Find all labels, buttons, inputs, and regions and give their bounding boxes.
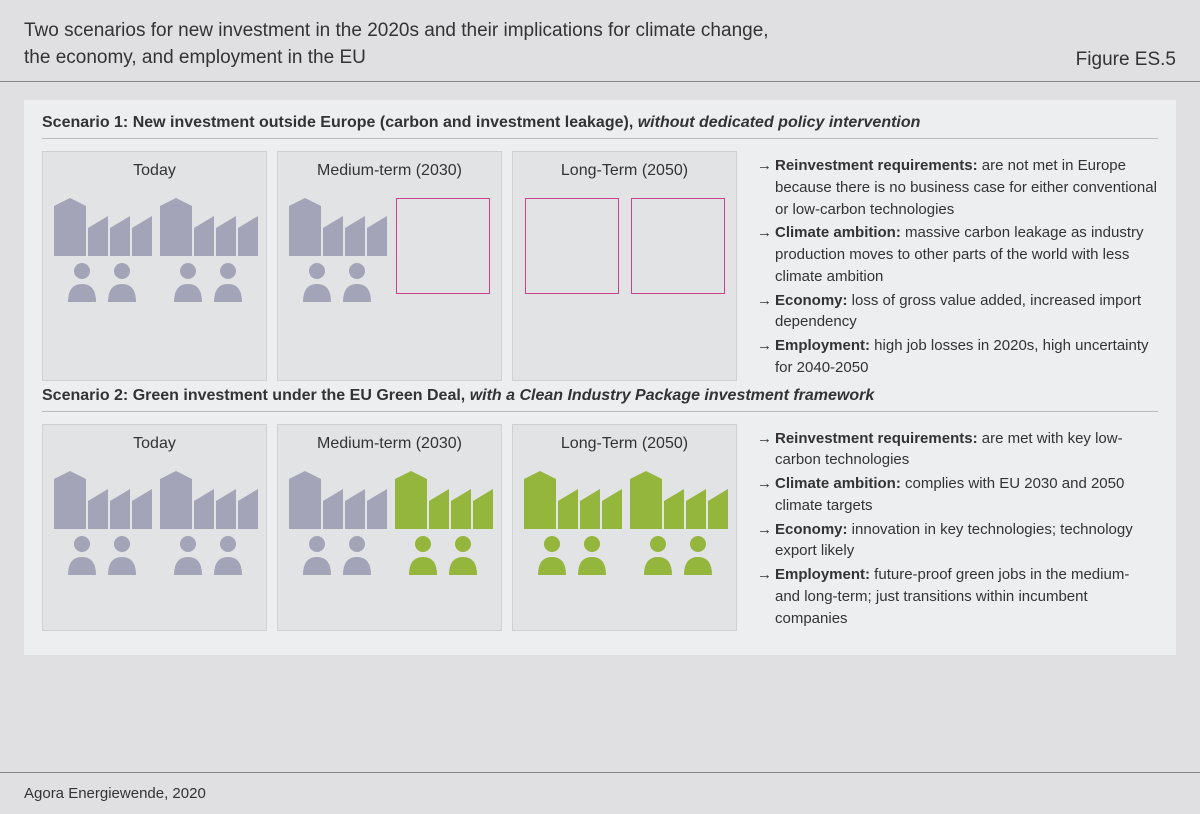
- title-line-2: the economy, and employment in the EU: [24, 45, 769, 72]
- bullet-text: Employment: high job losses in 2020s, hi…: [775, 335, 1158, 379]
- bullet-item: → Climate ambition: complies with EU 203…: [757, 473, 1158, 517]
- bullet-text: Reinvestment requirements: are not met i…: [775, 155, 1158, 220]
- scenario-1-cards: Today Medium-term (2030): [42, 151, 737, 381]
- arrow-icon: →: [757, 222, 775, 287]
- bullet-text: Climate ambition: massive carbon leakage…: [775, 222, 1158, 287]
- card-label: Medium-term (2030): [278, 162, 501, 180]
- factory-people-icon: [52, 471, 152, 575]
- people-icon: [158, 262, 258, 302]
- factory-icon: [522, 471, 622, 529]
- card-icons: [278, 198, 501, 302]
- factory-icon: [393, 471, 493, 529]
- card-icons: [513, 198, 736, 294]
- arrow-icon: →: [757, 428, 775, 472]
- empty-factory-icon: [522, 198, 622, 294]
- scenario-1: Scenario 1: New investment outside Europ…: [42, 114, 1158, 381]
- factory-people-icon: [287, 198, 387, 302]
- card-icons: [278, 471, 501, 575]
- bullet-item: → Economy: innovation in key technologie…: [757, 519, 1158, 563]
- arrow-icon: →: [757, 519, 775, 563]
- arrow-icon: →: [757, 335, 775, 379]
- people-icon: [393, 535, 493, 575]
- card-icons: [513, 471, 736, 575]
- people-icon: [52, 535, 152, 575]
- content-panel: Scenario 1: New investment outside Europ…: [24, 100, 1176, 655]
- arrow-icon: →: [757, 155, 775, 220]
- arrow-icon: →: [757, 564, 775, 629]
- people-icon: [522, 535, 622, 575]
- scenario-1-bullets: → Reinvestment requirements: are not met…: [755, 151, 1158, 381]
- card-icons: [43, 198, 266, 302]
- card-label: Long-Term (2050): [513, 435, 736, 453]
- factory-people-icon: [158, 198, 258, 302]
- bullet-text: Reinvestment requirements: are met with …: [775, 428, 1158, 472]
- time-card: Today: [42, 424, 267, 632]
- time-card: Long-Term (2050): [512, 151, 737, 381]
- figure-container: Two scenarios for new investment in the …: [0, 0, 1200, 814]
- factory-icon: [628, 471, 728, 529]
- scenario-2: Scenario 2: Green investment under the E…: [42, 387, 1158, 632]
- time-card: Medium-term (2030): [277, 151, 502, 381]
- time-card: Long-Term (2050): [512, 424, 737, 632]
- arrow-icon: →: [757, 473, 775, 517]
- figure-ref: Figure ES.5: [1076, 49, 1176, 71]
- bullet-item: → Climate ambition: massive carbon leaka…: [757, 222, 1158, 287]
- empty-factory-icon: [393, 198, 493, 302]
- time-card: Medium-term (2030): [277, 424, 502, 632]
- people-icon: [158, 535, 258, 575]
- arrow-icon: →: [757, 290, 775, 334]
- card-label: Medium-term (2030): [278, 435, 501, 453]
- time-card: Today: [42, 151, 267, 381]
- factory-people-icon: [52, 198, 152, 302]
- figure-title: Two scenarios for new investment in the …: [24, 18, 769, 71]
- card-label: Long-Term (2050): [513, 162, 736, 180]
- bullet-item: → Reinvestment requirements: are met wit…: [757, 428, 1158, 472]
- people-icon: [628, 535, 728, 575]
- card-label: Today: [43, 162, 266, 180]
- empty-factory-icon: [628, 198, 728, 294]
- scenario-1-body: Today Medium-term (2030): [42, 151, 1158, 381]
- factory-people-icon: [522, 471, 622, 575]
- factory-icon: [52, 471, 152, 529]
- factory-people-icon: [393, 471, 493, 575]
- scenario-2-title: Scenario 2: Green investment under the E…: [42, 387, 1158, 412]
- factory-people-icon: [158, 471, 258, 575]
- people-icon: [287, 262, 387, 302]
- source-line: Agora Energiewende, 2020: [0, 772, 1200, 814]
- factory-people-icon: [287, 471, 387, 575]
- factory-icon: [287, 471, 387, 529]
- figure-header: Two scenarios for new investment in the …: [0, 0, 1200, 82]
- card-icons: [43, 471, 266, 575]
- bullet-item: → Employment: future-proof green jobs in…: [757, 564, 1158, 629]
- bullet-text: Employment: future-proof green jobs in t…: [775, 564, 1158, 629]
- factory-icon: [158, 198, 258, 256]
- factory-people-icon: [628, 471, 728, 575]
- bullet-text: Economy: innovation in key technologies;…: [775, 519, 1158, 563]
- bullet-item: → Reinvestment requirements: are not met…: [757, 155, 1158, 220]
- card-label: Today: [43, 435, 266, 453]
- factory-icon: [52, 198, 152, 256]
- people-icon: [287, 535, 387, 575]
- scenario-1-title: Scenario 1: New investment outside Europ…: [42, 114, 1158, 139]
- people-icon: [52, 262, 152, 302]
- bullet-text: Economy: loss of gross value added, incr…: [775, 290, 1158, 334]
- bullet-item: → Employment: high job losses in 2020s, …: [757, 335, 1158, 379]
- scenario-2-cards: Today Medium-term (2030): [42, 424, 737, 632]
- factory-icon: [287, 198, 387, 256]
- bullet-item: → Economy: loss of gross value added, in…: [757, 290, 1158, 334]
- bullet-text: Climate ambition: complies with EU 2030 …: [775, 473, 1158, 517]
- factory-icon: [158, 471, 258, 529]
- scenario-2-bullets: → Reinvestment requirements: are met wit…: [755, 424, 1158, 632]
- scenario-2-body: Today Medium-term (2030): [42, 424, 1158, 632]
- title-line-1: Two scenarios for new investment in the …: [24, 18, 769, 45]
